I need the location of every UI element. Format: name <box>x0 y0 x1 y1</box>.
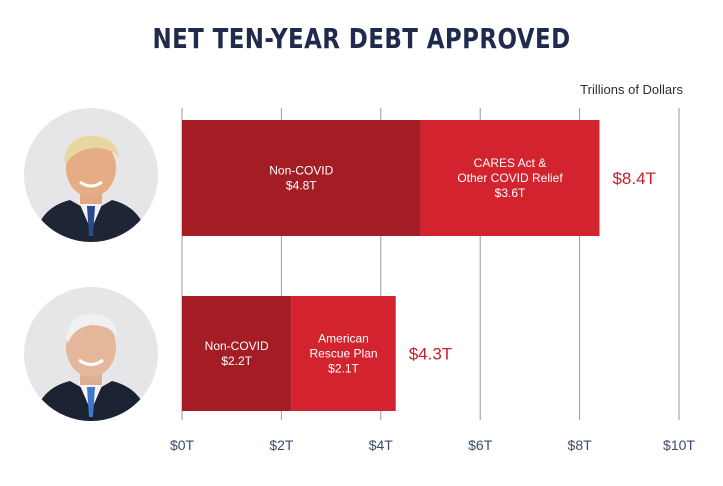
bar-segment <box>182 120 421 236</box>
segment-name-label: Other COVID Relief <box>457 171 563 185</box>
x-tick-label: $8T <box>568 437 593 453</box>
x-tick-label: $6T <box>468 437 493 453</box>
bar-segment <box>182 296 292 411</box>
segment-name-label: Non-COVID <box>205 339 269 353</box>
segment-name-label: CARES Act & <box>474 156 547 170</box>
segment-name-label: American <box>318 332 369 346</box>
segment-value-label: $2.1T <box>328 362 359 376</box>
bar-total-label: $8.4T <box>612 169 655 188</box>
bar-total-label: $4.3T <box>409 345 452 364</box>
units-label: Trillions of Dollars <box>580 82 683 97</box>
segment-value-label: $3.6T <box>495 186 526 200</box>
trump-portrait <box>24 108 158 242</box>
biden-portrait <box>24 287 158 421</box>
x-tick-label: $0T <box>170 437 195 453</box>
bar-segment <box>291 296 396 411</box>
segment-name-label: Non-COVID <box>269 164 333 178</box>
x-tick-label: $10T <box>663 437 695 453</box>
x-tick-label: $2T <box>269 437 294 453</box>
bar-segment <box>420 120 600 236</box>
segment-value-label: $2.2T <box>221 354 252 368</box>
chart-title: NET TEN-YEAR DEBT APPROVED <box>152 22 571 55</box>
x-tick-label: $4T <box>369 437 394 453</box>
segment-value-label: $4.8T <box>286 179 317 193</box>
segment-name-label: Rescue Plan <box>310 347 378 361</box>
